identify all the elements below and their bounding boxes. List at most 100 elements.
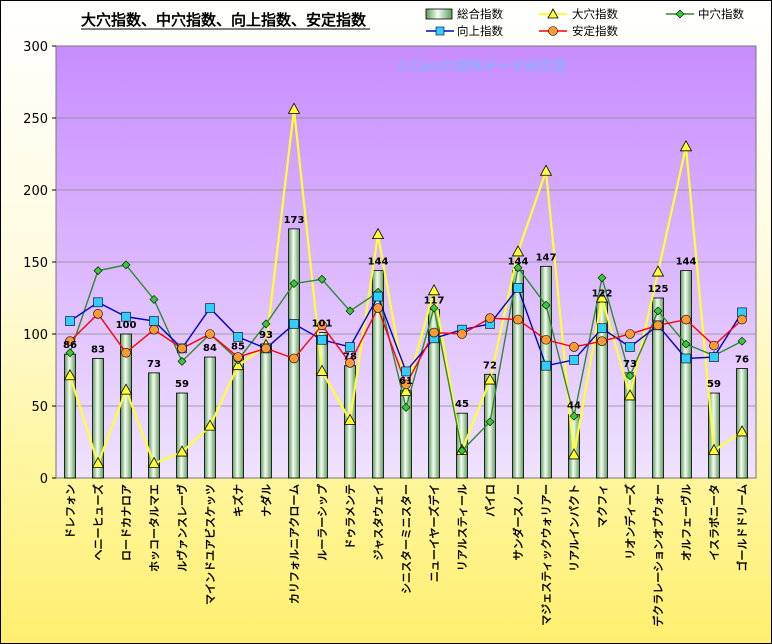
bar-data-label: 144	[676, 257, 697, 268]
legend-marker-kojo	[435, 26, 445, 36]
data-point	[513, 263, 523, 273]
x-category-label: カリフォルニアクローム	[288, 484, 301, 604]
data-point	[623, 389, 637, 401]
x-category-label: リオンディーズ	[623, 484, 637, 560]
legend-marker-total	[425, 8, 453, 20]
data-point	[373, 291, 383, 302]
data-point	[709, 352, 719, 362]
bar-data-label: 144	[508, 257, 529, 268]
data-point	[483, 373, 497, 385]
data-point	[261, 319, 271, 329]
y-tick-label: 100	[23, 328, 48, 343]
data-point	[121, 260, 131, 270]
data-point	[735, 425, 749, 437]
gridlines	[56, 117, 756, 407]
data-point	[289, 353, 299, 364]
data-point	[681, 339, 691, 349]
data-point	[345, 306, 355, 316]
data-point	[63, 368, 77, 381]
bar	[652, 297, 664, 479]
data-point	[737, 336, 747, 346]
data-labels: 86 83 100 73 59 84 85 93 173 101 78 144 61 117 45 72 144…	[63, 215, 749, 412]
y-tick-label: 300	[23, 40, 48, 55]
data-point	[233, 332, 243, 342]
bar-data-label: 59	[175, 379, 189, 390]
data-point	[653, 306, 663, 316]
chart-title: 大穴指数、中穴指数、向上指数、安定指数	[81, 11, 367, 29]
bar-data-label: 122	[592, 288, 613, 299]
x-category-label: ロードカナロア	[120, 484, 133, 561]
x-category-label: イスラボニータ	[707, 484, 721, 561]
data-point	[231, 358, 245, 371]
data-point	[429, 327, 439, 338]
bar	[204, 356, 216, 479]
data-point	[147, 456, 161, 469]
x-category-label: デクラレーションオブウォー	[651, 484, 665, 627]
bar	[736, 368, 748, 479]
data-point	[401, 403, 411, 412]
data-point	[343, 413, 357, 425]
data-point	[597, 273, 607, 283]
x-category-label: ヘニーヒューズ	[91, 484, 105, 560]
x-category-label: パイロ	[484, 484, 497, 517]
bar	[260, 343, 272, 479]
y-tick-label: 0	[40, 472, 48, 487]
bar-data-label: 73	[147, 359, 161, 370]
data-point	[541, 300, 551, 310]
data-point	[541, 334, 551, 345]
data-point	[175, 445, 189, 457]
bar	[288, 228, 300, 479]
data-point	[485, 313, 495, 323]
data-point	[567, 448, 581, 460]
data-point	[149, 295, 159, 304]
bar-data-label: 73	[623, 359, 637, 370]
data-point	[177, 356, 187, 366]
data-point	[93, 297, 103, 308]
data-point	[121, 311, 131, 322]
data-point	[345, 342, 355, 352]
bar-data-label: 125	[648, 284, 669, 295]
bar	[708, 392, 720, 479]
bar-data-label: 72	[483, 360, 497, 371]
data-point	[597, 323, 607, 334]
data-point	[429, 303, 439, 313]
bar-data-label: 76	[735, 355, 749, 366]
legend: 総合指数 大穴指数 中穴指数 向上指数 安定指数	[425, 7, 744, 38]
bar-data-label: 84	[203, 343, 217, 354]
data-point	[317, 274, 327, 284]
bar-data-label: 147	[536, 252, 557, 263]
bar-data-label: 144	[368, 257, 389, 268]
data-point	[233, 352, 243, 362]
x-category-label: ゴールドドリーム	[735, 484, 749, 572]
y-axis: 0 50 100 150 200 250 300	[23, 40, 56, 487]
data-point	[317, 334, 327, 345]
data-point	[539, 164, 553, 176]
data-point	[569, 411, 579, 421]
legend-label-oana: 大穴指数	[572, 7, 618, 21]
bar-data-label: 173	[284, 215, 305, 226]
y-tick-label: 250	[23, 112, 48, 127]
bar	[316, 332, 328, 479]
data-point	[65, 348, 75, 358]
x-category-label: マクフィ	[596, 484, 609, 528]
bar-data-label: 93	[259, 330, 273, 341]
data-point	[569, 355, 579, 365]
data-point	[91, 456, 105, 469]
x-category-label: ルヴァンスレーヴ	[175, 484, 189, 572]
data-point	[653, 320, 663, 331]
data-point	[205, 303, 215, 313]
data-point	[93, 266, 103, 276]
data-point	[373, 303, 383, 313]
y-tick-label: 200	[23, 184, 48, 199]
data-point	[681, 314, 691, 325]
data-point	[737, 314, 747, 325]
data-point	[119, 383, 133, 395]
data-point	[681, 353, 691, 364]
data-point	[177, 343, 187, 354]
data-point	[93, 309, 103, 319]
x-category-label: ジャスタウェイ	[372, 484, 385, 560]
y-tick-label: 50	[31, 400, 48, 415]
data-point	[625, 329, 635, 339]
